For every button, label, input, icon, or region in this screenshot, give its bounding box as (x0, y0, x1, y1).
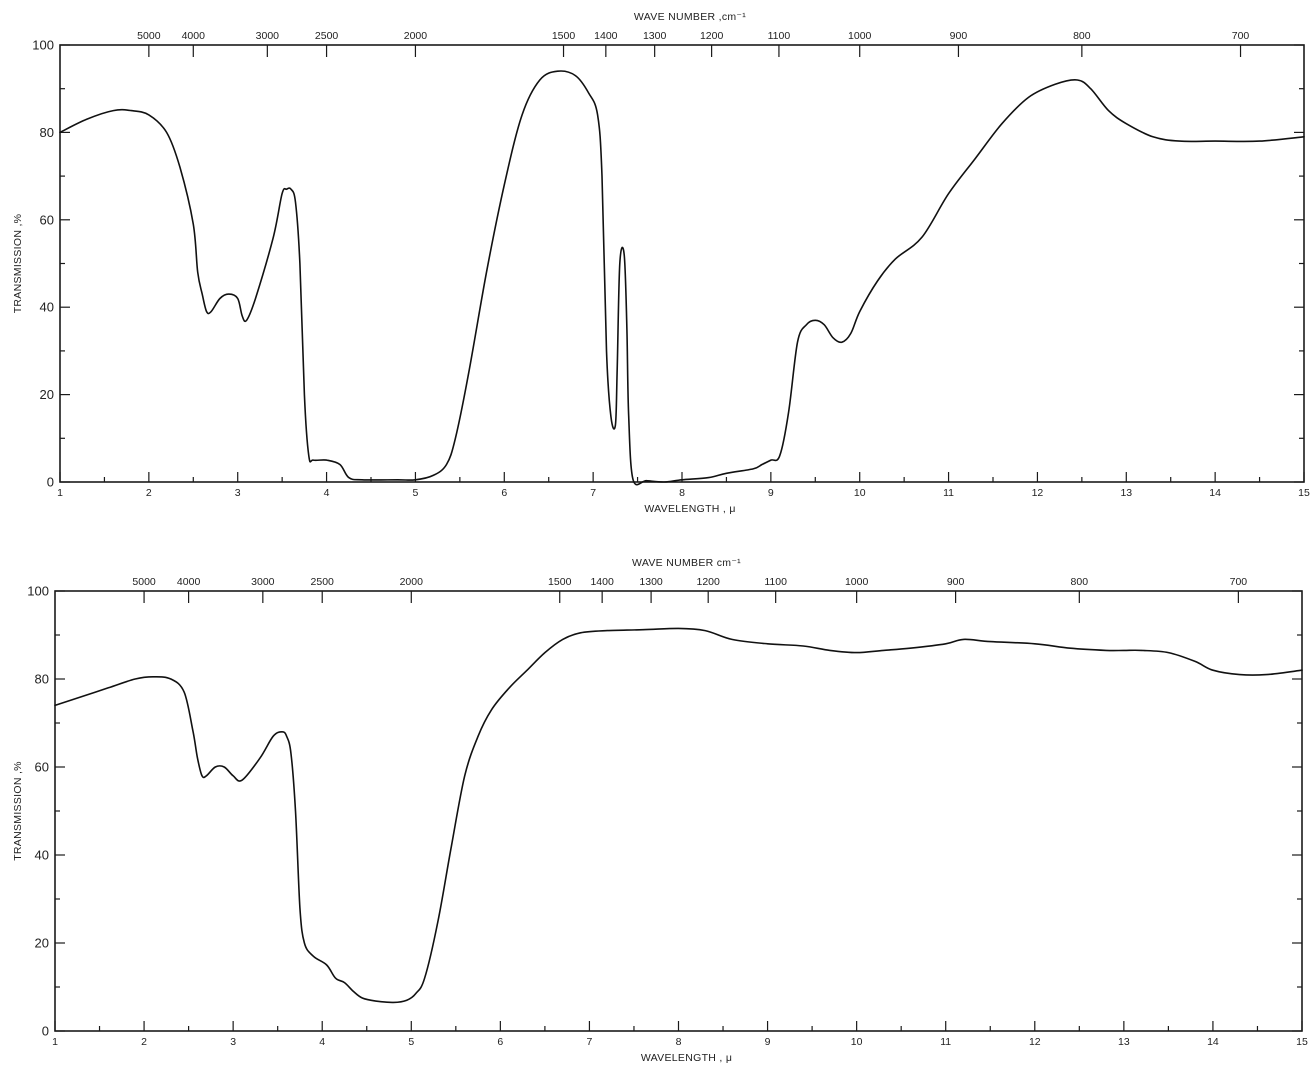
x-tick-label: 8 (676, 1036, 682, 1048)
x-tick-label: 10 (851, 1036, 863, 1048)
top-tick-label: 1500 (548, 576, 572, 588)
top-tick-label: 1000 (848, 30, 872, 42)
x-tick-label: 6 (497, 1036, 503, 1048)
top-tick-label: 700 (1230, 576, 1248, 588)
x-tick-label: 11 (940, 1036, 951, 1048)
top-tick-label: 700 (1232, 30, 1250, 42)
x-tick-label: 4 (319, 1036, 325, 1048)
top-axis-title: WAVE NUMBER ,cm⁻¹ (634, 11, 746, 23)
y-tick-label: 40 (40, 300, 54, 315)
x-tick-label: 4 (324, 487, 330, 499)
transmission-curve-1 (59, 70, 1305, 486)
x-tick-label: 5 (408, 1036, 414, 1048)
y-tick-label: 20 (35, 936, 49, 951)
top-tick-label: 5000 (132, 576, 156, 588)
top-tick-label: 1300 (643, 30, 667, 42)
x-tick-label: 1 (52, 1036, 58, 1048)
x-tick-label: 10 (854, 487, 866, 499)
y-tick-label: 40 (35, 848, 49, 863)
top-tick-label: 3000 (256, 30, 280, 42)
x-axis-title: WAVELENGTH , μ (641, 1052, 732, 1064)
x-tick-label: 7 (587, 1036, 593, 1048)
x-tick-label: 1 (57, 487, 63, 499)
top-tick-label: 2500 (315, 30, 339, 42)
x-tick-label: 12 (1029, 1036, 1041, 1048)
top-tick-label: 4000 (177, 576, 201, 588)
top-tick-label: 1400 (590, 576, 614, 588)
y-tick-label: 80 (40, 125, 54, 140)
x-axis-title: WAVELENGTH , μ (644, 503, 735, 515)
y-tick-label: 0 (47, 475, 54, 490)
x-tick-label: 13 (1120, 487, 1132, 499)
x-tick-label: 5 (413, 487, 419, 499)
top-tick-label: 800 (1071, 576, 1089, 588)
top-axis-title: WAVE NUMBER cm⁻¹ (632, 557, 741, 569)
x-tick-label: 9 (768, 487, 774, 499)
x-tick-label: 12 (1032, 487, 1044, 499)
x-tick-label: 15 (1298, 487, 1310, 499)
top-tick-label: 900 (947, 576, 965, 588)
top-tick-label: 1100 (764, 576, 787, 588)
x-tick-label: 7 (590, 487, 596, 499)
top-tick-label: 1200 (697, 576, 721, 588)
x-tick-label: 11 (943, 487, 954, 499)
x-tick-label: 14 (1207, 1036, 1219, 1048)
x-tick-label: 9 (765, 1036, 771, 1048)
plot-frame (59, 44, 1305, 483)
x-tick-label: 15 (1296, 1036, 1308, 1048)
top-tick-label: 1500 (552, 30, 576, 42)
top-tick-label: 1000 (845, 576, 869, 588)
x-tick-label: 8 (679, 487, 685, 499)
top-tick-label: 1300 (639, 576, 663, 588)
top-tick-label: 2000 (400, 576, 424, 588)
top-tick-label: 800 (1073, 30, 1091, 42)
top-tick-label: 2500 (311, 576, 335, 588)
y-tick-label: 60 (40, 212, 54, 227)
x-tick-label: 3 (230, 1036, 236, 1048)
top-tick-label: 900 (950, 30, 968, 42)
plot-frame (54, 590, 1303, 1032)
x-tick-label: 2 (141, 1036, 147, 1048)
y-tick-label: 100 (32, 38, 54, 53)
top-tick-label: 1100 (768, 30, 791, 42)
x-tick-label: 2 (146, 487, 152, 499)
x-tick-label: 13 (1118, 1036, 1130, 1048)
y-tick-label: 100 (27, 584, 49, 599)
y-tick-label: 0 (42, 1024, 49, 1039)
x-tick-label: 6 (501, 487, 507, 499)
transmission-curve-1 (54, 627, 1303, 1004)
y-tick-label: 60 (35, 760, 49, 775)
top-tick-label: 1400 (594, 30, 618, 42)
y-tick-label: 20 (40, 387, 54, 402)
top-tick-label: 1200 (700, 30, 724, 42)
y-tick-label: 80 (35, 672, 49, 687)
x-tick-label: 3 (235, 487, 241, 499)
top-tick-label: 5000 (137, 30, 161, 42)
top-tick-label: 2000 (404, 30, 428, 42)
x-tick-label: 14 (1209, 487, 1221, 499)
y-axis-title: TRANSMISSION ,% (12, 214, 24, 314)
y-axis-title: TRANSMISSION ,% (12, 761, 24, 861)
top-tick-label: 4000 (182, 30, 206, 42)
top-tick-label: 3000 (251, 576, 275, 588)
